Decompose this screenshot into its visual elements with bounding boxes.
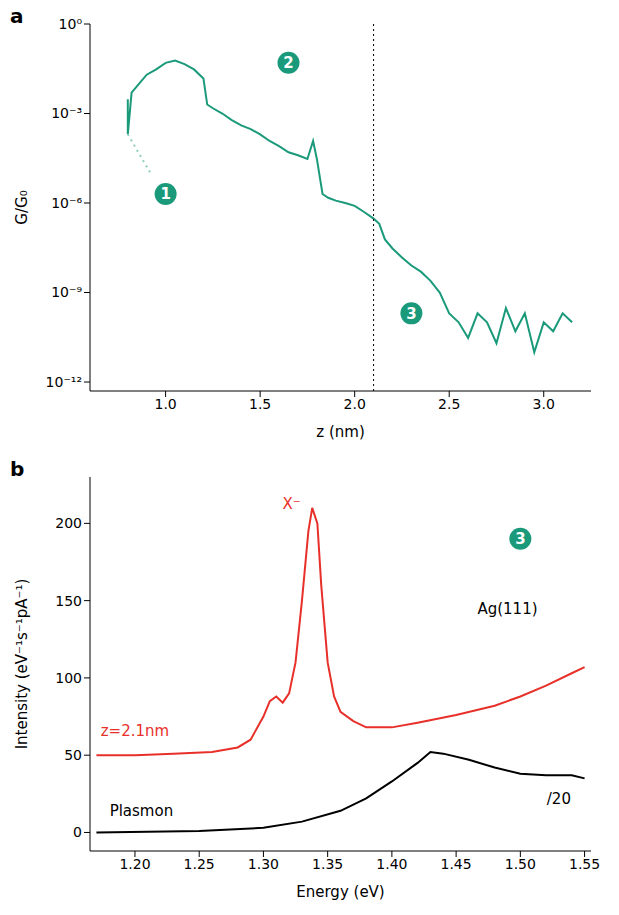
svg-text:z=2.1nm: z=2.1nm — [101, 722, 169, 740]
svg-text:200: 200 — [55, 515, 82, 531]
svg-text:10⁰: 10⁰ — [59, 16, 83, 32]
svg-text:1.30: 1.30 — [248, 856, 279, 872]
svg-text:10⁻⁶: 10⁻⁶ — [51, 195, 82, 211]
svg-text:150: 150 — [55, 593, 82, 609]
svg-text:z (nm): z (nm) — [316, 423, 364, 441]
svg-text:10⁻³: 10⁻³ — [51, 105, 82, 121]
html-text:b: b — [10, 457, 25, 481]
svg-text:1.25: 1.25 — [184, 856, 215, 872]
svg-text:G/G₀: G/G₀ — [13, 190, 31, 224]
svg-text:1.55: 1.55 — [569, 856, 600, 872]
svg-text:2.0: 2.0 — [344, 396, 366, 412]
svg-text:2.5: 2.5 — [438, 396, 460, 412]
svg-text:2: 2 — [283, 54, 293, 72]
svg-text:10⁻⁹: 10⁻⁹ — [51, 284, 82, 300]
svg-text:3.0: 3.0 — [533, 396, 555, 412]
svg-text:1.40: 1.40 — [376, 856, 407, 872]
svg-text:/20: /20 — [547, 790, 571, 808]
svg-text:50: 50 — [64, 747, 82, 763]
svg-text:Intensity (eV⁻¹s⁻¹pA⁻¹): Intensity (eV⁻¹s⁻¹pA⁻¹) — [13, 579, 31, 750]
svg-text:1.45: 1.45 — [441, 856, 472, 872]
svg-text:1.5: 1.5 — [249, 396, 271, 412]
svg-text:3: 3 — [515, 530, 525, 548]
svg-text:0: 0 — [73, 824, 82, 840]
svg-text:1: 1 — [160, 185, 170, 203]
svg-text:1.50: 1.50 — [505, 856, 536, 872]
svg-text:Plasmon: Plasmon — [110, 802, 174, 820]
svg-text:Energy (eV): Energy (eV) — [296, 883, 384, 901]
html-text:a: a — [10, 4, 24, 28]
svg-text:3: 3 — [406, 305, 416, 323]
svg-text:X⁻: X⁻ — [283, 495, 301, 513]
svg-text:10⁻¹²: 10⁻¹² — [46, 374, 82, 390]
svg-text:1.0: 1.0 — [154, 396, 176, 412]
svg-text:Ag(111): Ag(111) — [477, 600, 537, 618]
svg-text:100: 100 — [55, 670, 82, 686]
svg-text:1.20: 1.20 — [119, 856, 150, 872]
svg-text:1.35: 1.35 — [312, 856, 343, 872]
